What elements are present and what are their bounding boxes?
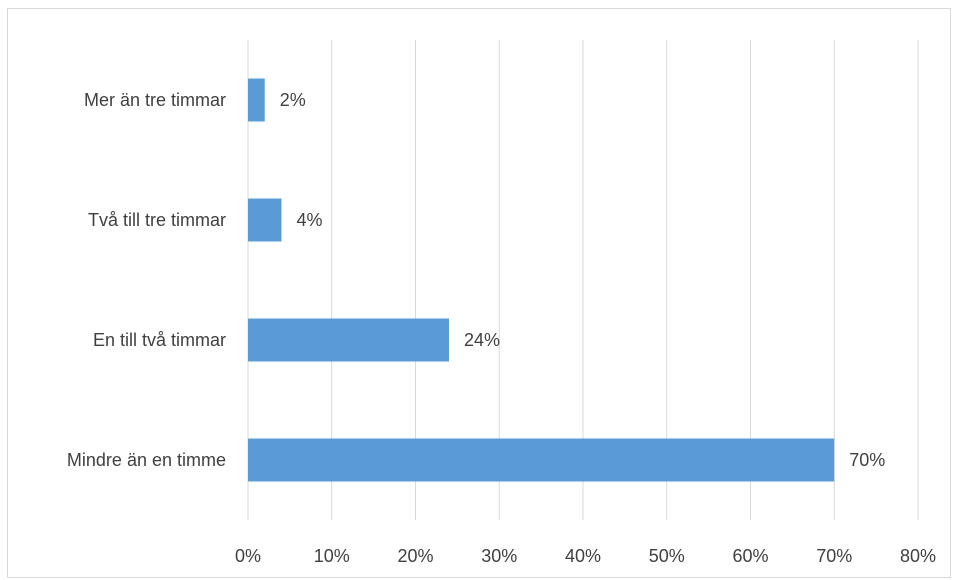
data-label: 4% xyxy=(297,210,323,230)
bar xyxy=(248,198,282,242)
chart-frame xyxy=(7,8,951,578)
bar xyxy=(248,78,265,122)
bars xyxy=(248,78,835,482)
data-label: 70% xyxy=(849,450,885,470)
x-tick-label: 70% xyxy=(816,546,852,566)
x-tick-label: 0% xyxy=(235,546,261,566)
x-tick-label: 80% xyxy=(900,546,936,566)
category-label: En till två timmar xyxy=(93,330,226,350)
x-tick-label: 30% xyxy=(481,546,517,566)
x-tick-label: 60% xyxy=(732,546,768,566)
x-tick-label: 50% xyxy=(649,546,685,566)
category-label: Mer än tre timmar xyxy=(84,90,226,110)
x-tick-label: 20% xyxy=(397,546,433,566)
x-tick-label: 10% xyxy=(314,546,350,566)
data-label: 2% xyxy=(280,90,306,110)
bar xyxy=(248,318,449,362)
bar xyxy=(248,438,835,482)
x-tick-label: 40% xyxy=(565,546,601,566)
labels: 0% 10% 20% 30% 40% 50% 60% 70% 80% Mindre än en t… xyxy=(67,90,936,566)
data-label: 24% xyxy=(464,330,500,350)
category-label: Mindre än en timme xyxy=(67,450,226,470)
category-label: Två till tre timmar xyxy=(88,210,226,230)
